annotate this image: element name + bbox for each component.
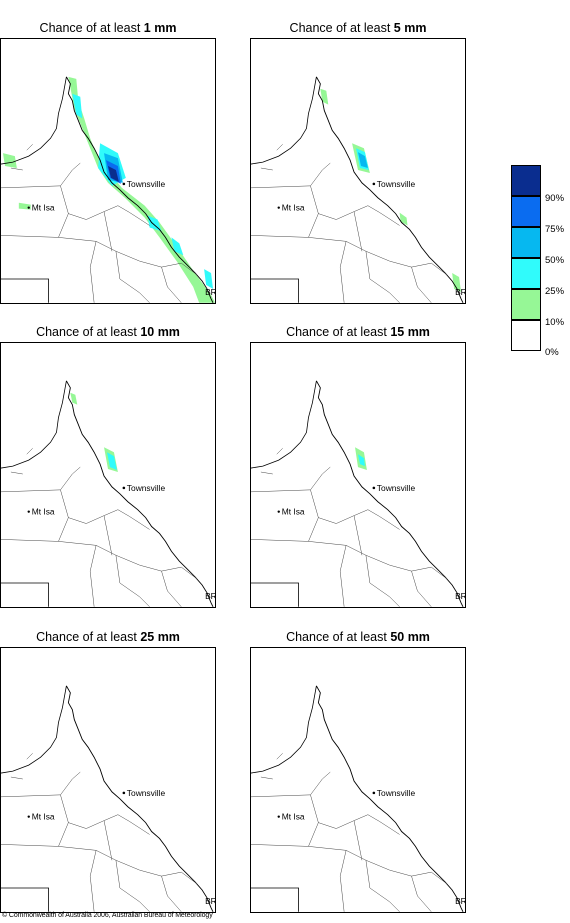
region-boundary [260,753,283,780]
basemap: Townsville Mt Isa BRIS [251,76,466,303]
mt-isa-marker [27,206,30,209]
place-label-townsville: Townsville [377,788,416,798]
legend-label: 90% [545,193,565,204]
place-label-townsville: Townsville [377,483,416,493]
gulf-coastline [251,76,317,165]
region-boundary [10,144,33,171]
region-boundary [1,162,198,303]
basemap: Townsville Mt Isa BRIS [251,685,466,912]
map-panel-10mm: Chance of at least 10 mm Townsville Mt Is… [0,322,216,608]
townsville-marker [372,791,376,795]
basemap: Townsville Mt Isa BRIS [1,76,216,303]
place-label-brisbane: BRIS [455,896,466,906]
region-boundary [10,753,33,780]
queensland-map: Townsville Mt Isa BRIS [0,38,216,304]
gulf-coastline [251,685,317,774]
queensland-map: Townsville Mt Isa BRIS [250,38,466,304]
queensland-map: Townsville Mt Isa BRIS [250,342,466,608]
mt-isa-marker [27,815,30,818]
panel-title: Chance of at least 10 mm [36,325,180,339]
place-label-brisbane: BRIS [205,896,216,906]
region-boundary [251,771,448,912]
map-panel-15mm: Chance of at least 15 mm Townsville Mt Is… [250,322,466,608]
place-label-townsville: Townsville [377,179,416,189]
probability-legend: 90% 75% 50% 25% 10% 0% [511,165,569,358]
place-label-mt-isa: Mt Isa [282,507,305,517]
queensland-map: Townsville Mt Isa BRIS [0,342,216,608]
place-label-brisbane: BRIS [455,287,466,297]
gulf-coastline [251,380,317,469]
state-border [1,887,49,912]
place-label-mt-isa: Mt Isa [282,812,305,822]
place-label-townsville: Townsville [127,179,166,189]
panel-title: Chance of at least 1 mm [39,21,177,35]
state-border [1,278,49,303]
place-label-mt-isa: Mt Isa [32,812,55,822]
place-label-brisbane: BRIS [205,287,216,297]
state-border [251,278,299,303]
legend-label: 10% [545,317,565,328]
region-boundary [251,162,448,303]
legend-swatch-25 [511,258,541,289]
mt-isa-marker [277,510,280,513]
townsville-marker [122,791,126,795]
region-boundary [260,448,283,475]
gulf-coastline [1,76,67,165]
place-label-brisbane: BRIS [205,591,216,601]
mt-isa-marker [277,815,280,818]
townsville-marker [372,182,376,186]
queensland-map: Townsville Mt Isa BRIS [0,647,216,913]
mt-isa-marker [27,510,30,513]
gulf-coastline [1,685,67,774]
legend-swatch-90 [511,165,541,196]
mt-isa-marker [277,206,280,209]
coastline [316,380,464,607]
map-panel-1mm: Chance of at least 1 mm Townsville Mt Isa… [0,18,216,304]
map-panel-25mm: Chance of at least 25 mm Townsville Mt Is… [0,627,216,913]
queensland-map: Townsville Mt Isa BRIS [250,647,466,913]
basemap: Townsville Mt Isa BRIS [1,380,216,607]
region-boundary [251,466,448,607]
townsville-marker [372,486,376,490]
state-border [251,582,299,607]
place-label-mt-isa: Mt Isa [282,203,305,213]
place-label-brisbane: BRIS [455,591,466,601]
state-border [251,887,299,912]
panel-title: Chance of at least 50 mm [286,630,430,644]
map-panel-50mm: Chance of at least 50 mm Townsville Mt Is… [250,627,466,913]
legend-swatch-50 [511,227,541,258]
legend-swatch-0 [511,320,541,351]
map-panel-5mm: Chance of at least 5 mm Townsville Mt Isa… [250,18,466,304]
coastline [66,380,214,607]
panel-title: Chance of at least 25 mm [36,630,180,644]
coastline [316,76,464,303]
legend-label: 75% [545,224,565,235]
place-label-mt-isa: Mt Isa [32,507,55,517]
basemap: Townsville Mt Isa BRIS [1,685,216,912]
panel-title: Chance of at least 5 mm [289,21,427,35]
townsville-marker [122,182,126,186]
gulf-coastline [1,380,67,469]
legend-label: 50% [545,255,565,266]
townsville-marker [122,486,126,490]
place-label-mt-isa: Mt Isa [32,203,55,213]
copyright-footer: © Commonwealth of Australia 2006, Austra… [2,912,213,919]
coastline [316,685,464,912]
legend-swatch-10 [511,289,541,320]
place-label-townsville: Townsville [127,788,166,798]
region-boundary [1,466,198,607]
legend-label: 0% [545,347,559,358]
legend-swatch-75 [511,196,541,227]
coastline [66,76,214,303]
panel-title: Chance of at least 15 mm [286,325,430,339]
region-boundary [1,771,198,912]
place-label-townsville: Townsville [127,483,166,493]
basemap: Townsville Mt Isa BRIS [251,380,466,607]
region-boundary [10,448,33,475]
coastline [66,685,214,912]
state-border [1,582,49,607]
region-boundary [260,144,283,171]
legend-label: 25% [545,286,565,297]
